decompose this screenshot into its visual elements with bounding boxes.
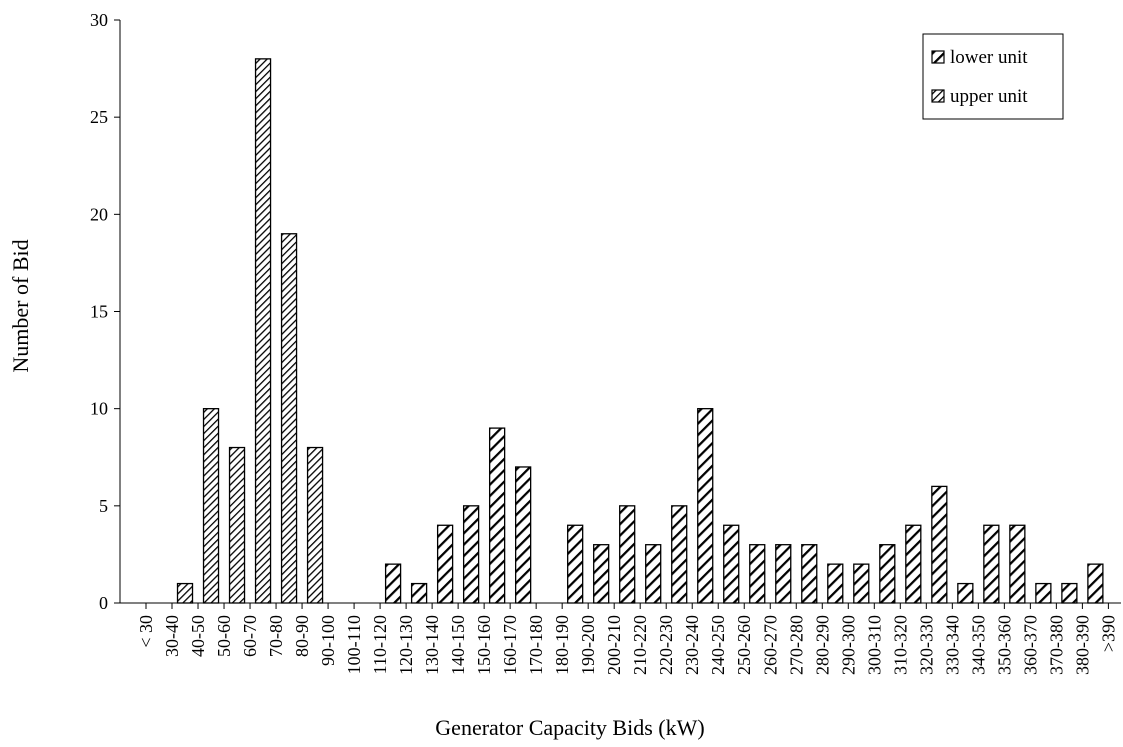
bar-lower-unit	[671, 505, 688, 604]
bar-upper-unit	[280, 233, 298, 604]
y-tick-label: 0	[99, 593, 108, 613]
bar-upper-unit	[306, 446, 324, 604]
y-axis: 0 5 10 15 20 25 30	[90, 10, 121, 613]
x-axis-title: Generator Capacity Bids (kW)	[435, 715, 704, 740]
x-tick-label: 370-380	[1046, 615, 1066, 675]
x-tick-label: 320-330	[916, 615, 936, 675]
x-tick-label: 40-50	[188, 615, 208, 657]
bar-lower-unit	[436, 524, 454, 604]
x-tick-label: 230-240	[682, 615, 702, 675]
bar-upper-unit	[254, 58, 272, 604]
bar-lower-unit	[1061, 582, 1078, 604]
x-tick-label: 130-140	[422, 615, 442, 675]
bar-lower-unit	[410, 582, 428, 604]
x-tick-label: 280-290	[812, 615, 832, 675]
x-tick-label: 340-350	[968, 615, 988, 675]
legend-swatch-lower-unit	[931, 50, 945, 64]
x-tick-label: 30-40	[162, 615, 182, 657]
bar-lower-unit	[488, 427, 506, 604]
x-tick-label: 330-340	[942, 615, 962, 675]
x-tick-label: 110-120	[370, 615, 390, 674]
bar-lower-unit	[749, 544, 766, 604]
x-tick-label: 70-80	[266, 615, 286, 657]
x-tick-label: 190-200	[578, 615, 598, 675]
bar-lower-unit	[645, 544, 662, 604]
bar-lower-unit	[723, 524, 740, 604]
bar-lower-unit	[567, 524, 584, 604]
x-tick-label: 140-150	[448, 615, 468, 675]
y-tick-label: 25	[90, 107, 108, 127]
bar-lower-unit	[983, 524, 1000, 604]
x-tick-label: 120-130	[396, 615, 416, 675]
x-tick-label: 50-60	[214, 615, 234, 657]
bar-lower-unit	[515, 466, 532, 604]
legend-box	[922, 33, 1064, 120]
y-tick-label: 15	[90, 302, 108, 322]
bar-lower-unit	[801, 544, 818, 604]
legend-label-upper-unit: upper unit	[950, 86, 1028, 107]
x-tick-label: 150-160	[474, 615, 494, 675]
bar-upper-unit	[228, 446, 246, 604]
y-tick-label: 30	[90, 10, 108, 30]
x-tick-label: 100-110	[344, 615, 364, 674]
y-tick-label: 5	[99, 496, 108, 516]
bar-lower-unit	[1009, 524, 1026, 604]
x-tick-label: 360-370	[1020, 615, 1040, 675]
legend-label-lower-unit: lower unit	[950, 47, 1028, 68]
x-tick-label: 300-310	[864, 615, 884, 675]
x-tick-label: 170-180	[526, 615, 546, 675]
bar-lower-unit	[931, 485, 948, 604]
x-tick-label: 210-220	[630, 615, 650, 675]
bar-lower-unit	[593, 544, 610, 604]
bar-lower-unit	[775, 544, 792, 604]
x-tick-label: 250-260	[734, 615, 754, 675]
x-tick-label: 220-230	[656, 615, 676, 675]
x-tick-label: >390	[1098, 615, 1118, 652]
bar-lower-unit	[905, 524, 922, 604]
x-tick-label: 260-270	[760, 615, 780, 675]
bar-lower-unit	[462, 505, 480, 604]
x-tick-label: 80-90	[292, 615, 312, 657]
x-tick-label: 180-190	[552, 615, 572, 675]
y-tick-label: 20	[90, 204, 108, 224]
bar-lower-unit	[1087, 563, 1104, 604]
bar-upper-unit	[202, 408, 220, 604]
legend-swatch-upper-unit	[931, 89, 945, 103]
x-tick-label: 290-300	[838, 615, 858, 675]
bar-lower-unit	[1035, 582, 1052, 604]
x-tick-label: 270-280	[786, 615, 806, 675]
x-tick-label: 350-360	[994, 615, 1014, 675]
x-axis: < 30 30-40 40-50 50-60 60-70 70-80 80-90 90-100…	[120, 602, 1121, 675]
x-tick-label: 160-170	[500, 615, 520, 675]
x-tick-label: 380-390	[1072, 615, 1092, 675]
bar-lower-unit	[879, 544, 896, 604]
bar-lower-unit	[957, 582, 974, 604]
x-tick-label: < 30	[136, 615, 156, 648]
y-tick-label: 10	[90, 399, 108, 419]
y-axis-title: Number of Bid	[8, 239, 33, 372]
bars	[176, 58, 1104, 604]
bar-lower-unit	[697, 408, 714, 604]
x-tick-label: 200-210	[604, 615, 624, 675]
bar-upper-unit	[176, 582, 194, 604]
bar-lower-unit	[853, 563, 870, 604]
bar-lower-unit	[827, 563, 844, 604]
bar-lower-unit	[619, 505, 636, 604]
x-tick-label: 240-250	[708, 615, 728, 675]
x-tick-label: 60-70	[240, 615, 260, 657]
x-tick-label: 90-100	[318, 615, 338, 666]
x-tick-label: 310-320	[890, 615, 910, 675]
legend: lower unit upper unit	[922, 33, 1064, 120]
bar-lower-unit	[384, 563, 402, 604]
